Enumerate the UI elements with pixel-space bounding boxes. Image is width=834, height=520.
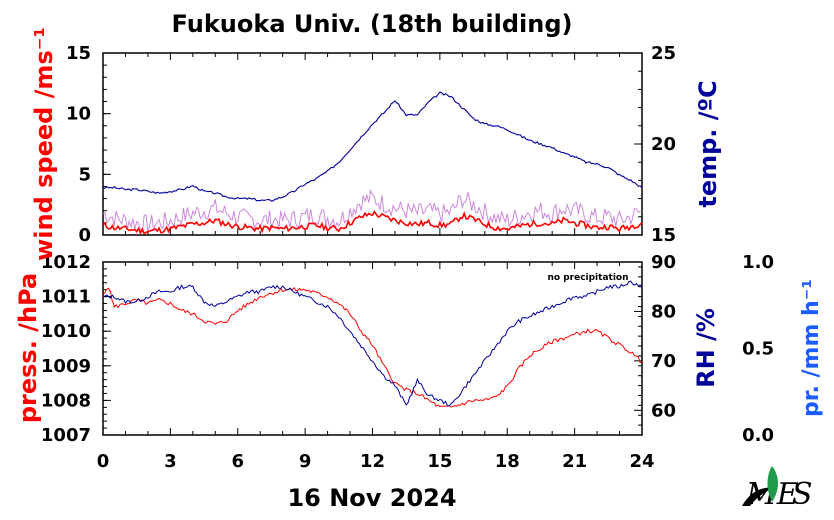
pressure-line bbox=[102, 286, 643, 408]
logo-letter-s: S bbox=[792, 477, 813, 512]
precip-axis-label: pr. /mm h⁻¹ bbox=[799, 279, 824, 417]
x-tick-label: 3 bbox=[164, 451, 177, 472]
precip-tick-label: 0.5 bbox=[742, 339, 774, 360]
x-tick-label: 12 bbox=[360, 451, 385, 472]
top-panel-frame bbox=[102, 52, 643, 236]
top-panel-ticks bbox=[102, 52, 643, 236]
y-tick-label: 25 bbox=[651, 43, 676, 64]
chart-title: Fukuoka Univ. (18th building) bbox=[172, 10, 573, 38]
y-tick-label: 15 bbox=[651, 225, 676, 246]
x-tick-label: 9 bbox=[299, 451, 312, 472]
y-tick-label: 80 bbox=[651, 301, 676, 322]
y-tick-label: 1007 bbox=[41, 425, 91, 446]
logo-swoosh bbox=[742, 487, 774, 506]
y-tick-label: 70 bbox=[651, 351, 676, 372]
mes-logo: ME S bbox=[742, 466, 813, 512]
y-tick-label: 1010 bbox=[41, 321, 91, 342]
temperature-line bbox=[102, 91, 643, 202]
y-tick-label: 10 bbox=[66, 104, 91, 125]
y-tick-label: 1008 bbox=[41, 390, 91, 411]
pressure-axis-label: press. /hPa bbox=[14, 273, 42, 423]
y-tick-label: 0 bbox=[78, 225, 91, 246]
bottom-panel-series bbox=[102, 280, 643, 408]
x-tick-label: 21 bbox=[562, 451, 587, 472]
y-tick-label: 5 bbox=[78, 164, 91, 185]
x-tick-label: 15 bbox=[427, 451, 452, 472]
y-tick-label: 60 bbox=[651, 400, 676, 421]
wind-speed-line bbox=[102, 210, 643, 236]
temp-axis-label: temp. /ºC bbox=[694, 80, 722, 207]
y-tick-label: 20 bbox=[651, 134, 676, 155]
date-label: 16 Nov 2024 bbox=[287, 484, 456, 512]
y-tick-label: 15 bbox=[66, 43, 91, 64]
note-no-precipitation: no precipitation bbox=[547, 273, 628, 283]
wind-axis-label: wind speed /ms⁻¹ bbox=[30, 27, 58, 261]
logo-leaf bbox=[767, 466, 778, 502]
humidity-line bbox=[102, 280, 643, 407]
tick-labels: 0 3 6 9 12 15 18 21 24 0 5 10 15 15 20 25 1007 1008 1009 10… bbox=[41, 43, 774, 472]
x-tick-label: 0 bbox=[97, 451, 110, 472]
y-tick-label: 1011 bbox=[41, 287, 91, 308]
precip-tick-label: 0.0 bbox=[742, 425, 774, 446]
precip-tick-label: 1.0 bbox=[742, 252, 774, 273]
wind-gust-line bbox=[102, 189, 643, 234]
x-tick-label: 6 bbox=[231, 451, 244, 472]
y-tick-label: 1009 bbox=[41, 356, 91, 377]
top-panel-series bbox=[102, 91, 643, 236]
y-tick-label: 90 bbox=[651, 252, 676, 273]
rh-axis-label: RH /% bbox=[692, 308, 720, 388]
bottom-panel-ticks bbox=[102, 261, 643, 436]
x-tick-label: 18 bbox=[495, 451, 520, 472]
x-tick-label: 24 bbox=[629, 451, 654, 472]
y-tick-label: 1012 bbox=[41, 252, 91, 273]
